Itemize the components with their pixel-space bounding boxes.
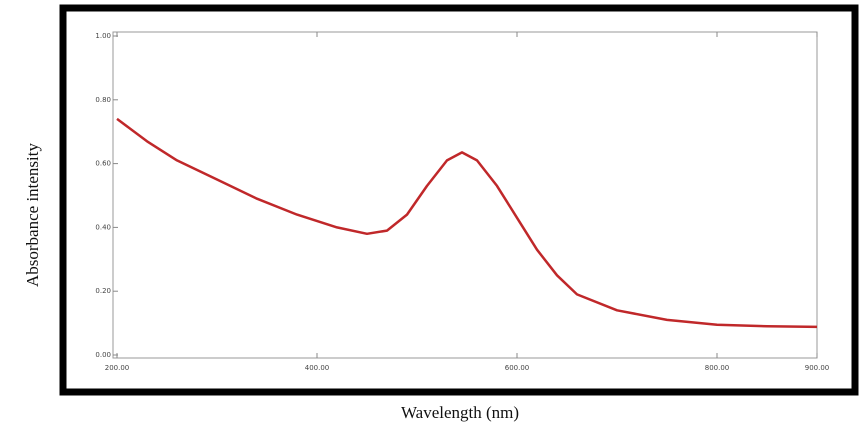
x-tick-label: 800.00 (705, 364, 730, 372)
x-tick-label: 400.00 (305, 364, 330, 372)
y-tick-label: 0.80 (95, 96, 111, 104)
plot-area (112, 31, 818, 359)
y-tick-label: 0.20 (95, 287, 111, 295)
y-tick-label: 0.40 (95, 223, 111, 231)
y-tick-label: 1.00 (95, 32, 111, 40)
x-tick-label: 600.00 (505, 364, 530, 372)
y-tick-label: 0.60 (95, 160, 111, 168)
spectrum-line (116, 117, 818, 329)
x-tick-label: 900.00 (805, 364, 830, 372)
frame (59, 4, 859, 396)
y-axis-label: Absorbance intensity (23, 143, 42, 287)
x-tick-label: 200.00 (105, 364, 130, 372)
y-tick-label: 0.00 (95, 351, 111, 359)
x-axis-label: Wavelength (nm) (401, 403, 519, 422)
